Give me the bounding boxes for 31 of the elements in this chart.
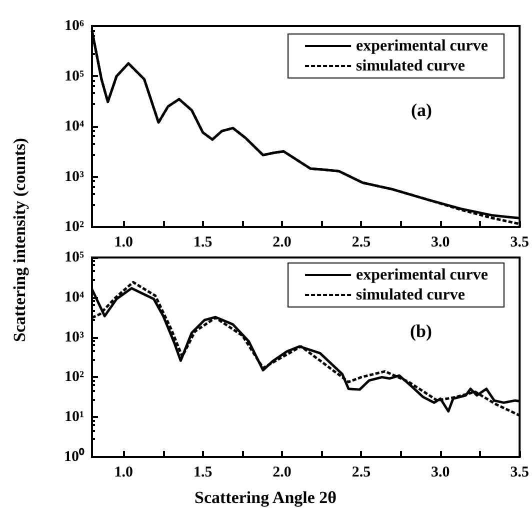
y-tick-label: 10² xyxy=(64,219,84,235)
y-tick-label: 10⁶ xyxy=(64,18,84,34)
x-tick-label: 1.0 xyxy=(114,234,134,250)
x-tick-label: 2.0 xyxy=(272,464,292,480)
y-tick-label: 10³ xyxy=(64,168,84,185)
x-tick-label: 3.5 xyxy=(510,464,529,480)
x-tick-label: 3.0 xyxy=(431,464,450,480)
x-axis-title: Scattering Angle 2θ xyxy=(194,488,337,507)
y-tick-label: 10⁴ xyxy=(64,289,84,306)
y-tick-label: 10² xyxy=(64,369,84,386)
y-tick-label: 10¹ xyxy=(64,409,84,426)
y-axis-title: Scattering intensity (counts) xyxy=(10,138,30,342)
x-tick-label: 2.5 xyxy=(352,464,371,480)
legend-label: simulated curve xyxy=(356,286,465,304)
legend-label: experimental curve xyxy=(356,266,488,284)
annotation: (a) xyxy=(411,100,432,120)
x-tick-label: 2.0 xyxy=(272,234,292,250)
x-tick-label: 1.0 xyxy=(114,464,134,480)
x-tick-label: 1.5 xyxy=(193,464,212,480)
y-tick-label: 10⁵ xyxy=(64,68,84,84)
x-tick-label: 1.5 xyxy=(193,234,212,250)
x-tick-label: 3.5 xyxy=(510,234,529,250)
legend-label: simulated curve xyxy=(356,58,465,74)
annotation: (b) xyxy=(410,321,432,341)
y-tick-label: 10⁰ xyxy=(64,447,85,465)
legend-label: experimental curve xyxy=(356,38,488,54)
y-tick-label: 10³ xyxy=(64,329,84,346)
y-tick-label: 10⁴ xyxy=(64,118,84,134)
x-tick-label: 2.5 xyxy=(352,234,371,250)
x-tick-label: 3.0 xyxy=(431,234,450,250)
y-tick-label: 10⁵ xyxy=(64,250,84,266)
